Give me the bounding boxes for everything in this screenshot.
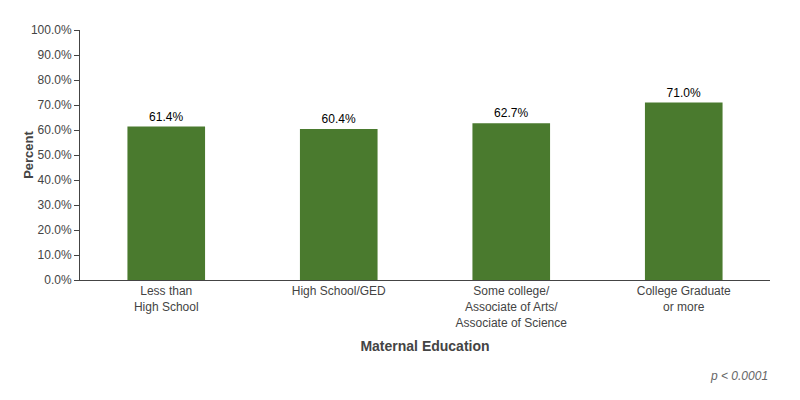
svg-text:60.4%: 60.4%: [322, 112, 356, 126]
svg-text:30.0%: 30.0%: [38, 198, 72, 212]
svg-text:40.0%: 40.0%: [38, 173, 72, 187]
svg-text:71.0%: 71.0%: [667, 86, 701, 100]
svg-text:Some college/Associate of Arts: Some college/Associate of Arts/Associate…: [456, 284, 568, 329]
svg-text:Percent: Percent: [21, 130, 36, 178]
svg-text:20.0%: 20.0%: [38, 223, 72, 237]
svg-text:61.4%: 61.4%: [149, 110, 183, 124]
svg-text:100.0%: 100.0%: [31, 23, 72, 37]
svg-text:90.0%: 90.0%: [38, 48, 72, 62]
svg-text:Less thanHigh School: Less thanHigh School: [134, 284, 199, 314]
svg-text:0.0%: 0.0%: [44, 273, 72, 287]
svg-text:10.0%: 10.0%: [38, 248, 72, 262]
svg-text:50.0%: 50.0%: [38, 148, 72, 162]
svg-text:80.0%: 80.0%: [38, 73, 72, 87]
svg-text:60.0%: 60.0%: [38, 123, 72, 137]
svg-text:p < 0.0001: p < 0.0001: [710, 369, 768, 383]
svg-text:62.7%: 62.7%: [494, 106, 528, 120]
svg-text:Maternal Education: Maternal Education: [360, 338, 489, 354]
svg-text:70.0%: 70.0%: [38, 98, 72, 112]
svg-text:College Graduateor more: College Graduateor more: [637, 284, 731, 314]
svg-text:High School/GED: High School/GED: [292, 284, 386, 298]
